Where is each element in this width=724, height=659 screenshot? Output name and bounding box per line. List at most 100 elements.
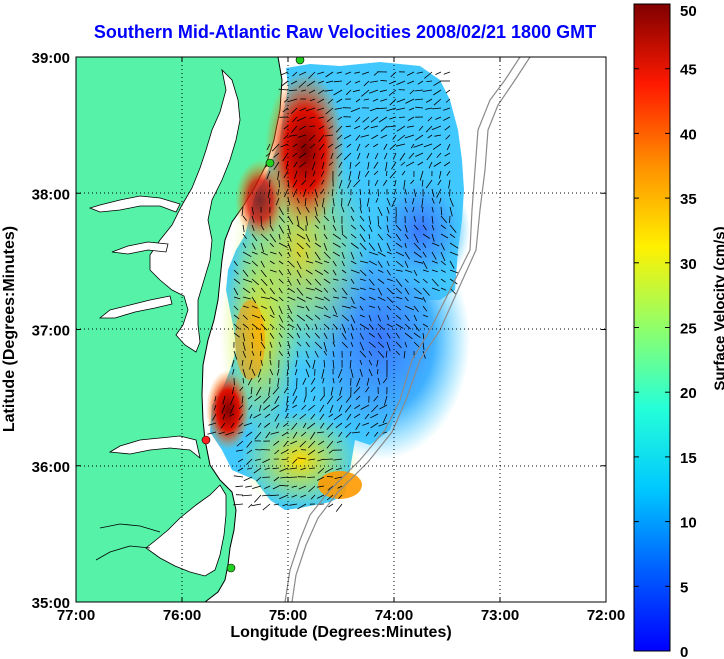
velocity-vector xyxy=(359,251,363,257)
velocity-vector xyxy=(262,494,271,497)
velocity-vector xyxy=(305,278,312,285)
y-axis: 39:00 38:00 37:00 36:00 35:00 xyxy=(32,50,606,612)
velocity-vector xyxy=(350,341,354,347)
velocity-vector xyxy=(389,170,397,179)
velocity-vector xyxy=(269,278,274,285)
velocity-vector xyxy=(286,368,289,376)
velocity-vector xyxy=(272,467,280,470)
velocity-vector xyxy=(330,152,334,160)
velocity-vector xyxy=(312,395,316,402)
velocity-vector xyxy=(264,422,271,428)
velocity-vector xyxy=(333,89,343,96)
velocity-vector xyxy=(415,134,424,141)
velocity-vector xyxy=(354,161,361,167)
velocity-vector xyxy=(413,278,420,284)
velocity-vector xyxy=(332,206,334,214)
velocity-vector xyxy=(449,206,453,217)
colorbar-tick-label: 15 xyxy=(680,450,697,467)
velocity-vector xyxy=(277,170,280,180)
velocity-vector xyxy=(283,386,289,394)
velocity-vector xyxy=(320,170,325,177)
velocity-vector xyxy=(329,404,334,413)
velocity-vector xyxy=(254,494,262,503)
velocity-vector xyxy=(341,296,348,299)
velocity-vector xyxy=(247,467,253,470)
velocity-vector xyxy=(323,359,326,368)
velocity-vector xyxy=(431,260,438,264)
velocity-vector xyxy=(341,269,347,274)
velocity-vector xyxy=(421,179,424,187)
velocity-vector xyxy=(332,323,338,330)
velocity-vector xyxy=(386,341,391,352)
velocity-vector xyxy=(347,179,352,189)
velocity-vector xyxy=(377,368,379,375)
velocity-vector xyxy=(251,503,262,507)
velocity-vector xyxy=(413,341,421,349)
velocity-vector xyxy=(416,71,424,74)
velocity-vector xyxy=(425,125,433,133)
velocity-vector xyxy=(246,458,253,465)
velocity-vector xyxy=(264,413,271,418)
velocity-vector xyxy=(377,287,383,296)
velocity-vector xyxy=(287,242,292,252)
velocity-vector xyxy=(350,224,357,230)
velocity-vector xyxy=(278,179,280,188)
velocity-vector xyxy=(440,242,445,251)
velocity-vector xyxy=(423,143,433,148)
velocity-vector xyxy=(320,188,325,194)
velocity-vector xyxy=(370,413,379,419)
velocity-vector xyxy=(237,431,244,434)
velocity-vector xyxy=(314,233,317,241)
velocity-vector xyxy=(251,215,255,223)
velocity-vector xyxy=(207,431,217,435)
colorbar-tick-label: 5 xyxy=(680,579,688,596)
velocity-vector xyxy=(395,341,402,349)
velocity-vector xyxy=(440,260,447,266)
velocity-vector xyxy=(368,287,376,291)
velocity-vector xyxy=(443,71,451,75)
velocity-vector xyxy=(378,422,388,427)
velocity-vector xyxy=(305,323,310,330)
velocity-vector xyxy=(443,116,451,121)
velocity-vector xyxy=(377,377,381,385)
velocity-vector xyxy=(404,224,408,233)
velocity-vector xyxy=(366,152,370,159)
colorbar-tick-label: 10 xyxy=(680,515,697,532)
velocity-vector xyxy=(278,206,284,216)
velocity-vector xyxy=(260,278,268,286)
velocity-vector xyxy=(428,161,433,169)
velocity-vector xyxy=(386,233,392,239)
velocity-vector xyxy=(238,422,244,428)
velocity-vector xyxy=(379,404,388,410)
velocity-vector xyxy=(296,314,306,322)
velocity-vector xyxy=(368,368,373,377)
velocity-vector xyxy=(285,161,289,170)
velocity-vector xyxy=(397,134,406,142)
velocity-vector xyxy=(290,80,298,85)
velocity-vector xyxy=(292,179,298,188)
velocity-vector xyxy=(287,314,294,322)
velocity-vector xyxy=(254,395,262,402)
velocity-vector xyxy=(355,134,361,141)
velocity-vector xyxy=(314,206,318,217)
velocity-vector xyxy=(336,467,343,471)
velocity-vector xyxy=(422,287,430,296)
velocity-vector xyxy=(273,476,280,482)
velocity-vector xyxy=(413,143,424,148)
y-tick-label: 35:00 xyxy=(32,595,70,612)
velocity-vector xyxy=(266,143,271,151)
velocity-vector xyxy=(292,449,298,453)
velocity-vector xyxy=(359,287,367,290)
velocity-vector xyxy=(422,305,428,312)
velocity-vector xyxy=(305,332,311,339)
velocity-vector xyxy=(326,440,334,449)
velocity-vector xyxy=(314,251,321,261)
velocity-vector xyxy=(334,476,343,479)
velocity-vector xyxy=(449,215,451,224)
velocity-vector xyxy=(346,143,352,148)
velocity-vector xyxy=(246,449,253,454)
velocity-vector xyxy=(268,386,271,396)
velocity-vector xyxy=(414,89,424,92)
velocity-vector xyxy=(359,332,364,340)
